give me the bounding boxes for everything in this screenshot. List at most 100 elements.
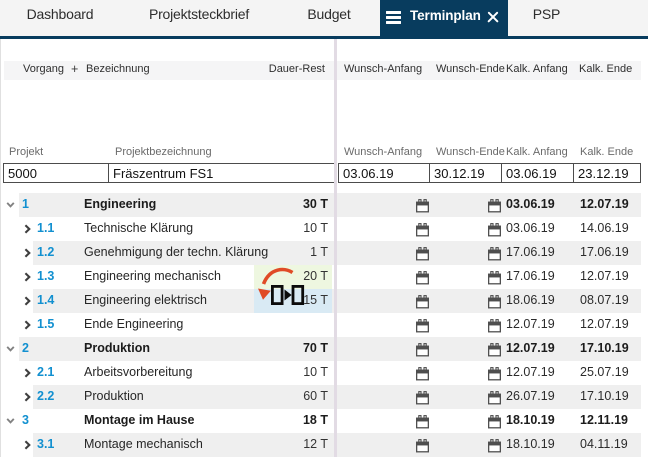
calendar-icon[interactable] [415,390,429,405]
duration-cell[interactable]: 1 T [310,245,328,259]
close-tab-icon[interactable] [487,11,499,23]
calendar-icon[interactable] [487,390,501,405]
calendar-icon[interactable] [415,438,429,453]
column-header-kalk-ende[interactable]: Kalk. Ende [579,63,633,75]
calendar-icon[interactable] [487,198,501,213]
projekt-input[interactable] [3,163,109,183]
duration-cell[interactable]: 70 T [302,341,328,355]
calendar-icon[interactable] [487,222,501,237]
task-row[interactable]: 3 Montage im Hause 18 T 18.10.19 12.11.1… [0,409,648,433]
column-header-wunsch-ende[interactable]: Wunsch-Ende [436,63,505,75]
kalk-anfang-input[interactable] [501,163,574,183]
chevron-right-icon[interactable] [24,433,36,457]
calendar-icon[interactable] [487,246,501,261]
calendar-icon[interactable] [487,270,501,285]
duration-cell[interactable]: 10 T [303,221,328,235]
duration-cell[interactable] [254,313,332,337]
duration-cell[interactable]: 18 T [302,413,328,427]
chevron-down-icon[interactable] [6,409,18,433]
kalk-anfang-date: 17.06.19 [506,269,555,283]
calendar-icon[interactable] [415,270,429,285]
calendar-icon[interactable] [415,414,429,429]
chevron-right-icon[interactable] [24,313,36,337]
calendar-icon[interactable] [487,318,501,333]
task-row[interactable]: 2 Produktion 70 T 12.07.19 17.10.19 [0,337,648,361]
row-stripe [33,433,641,457]
task-name: Engineering [84,197,157,211]
kalk-ende-input[interactable] [573,163,641,183]
pane-splitter[interactable] [334,39,337,457]
chevron-down-icon[interactable] [6,337,18,361]
filter-label-kalk-ende: Kalk. Ende [580,146,634,158]
chevron-right-icon[interactable] [24,241,36,265]
task-name: Technische Klärung [84,221,194,235]
kalk-anfang-date: 17.06.19 [506,245,555,259]
task-row[interactable]: 1.2 Genehmigung der techn. Klärung 1 T 1… [0,241,648,265]
tab-projektsteckbrief[interactable]: Projektsteckbrief [148,6,250,22]
task-row[interactable]: 1.4 Engineering elektrisch 15 T 18.06.19… [0,289,648,313]
column-header-bezeichnung[interactable]: Bezeichnung [86,63,150,75]
kalk-ende-date: 12.11.19 [580,413,628,427]
task-row[interactable]: 1.3 Engineering mechanisch 20 T 17.06.19… [0,265,648,289]
task-name: Produktion [84,389,144,403]
task-number: 1 [22,197,29,211]
column-header-vorgang[interactable]: Vorgang [23,63,64,75]
calendar-icon[interactable] [415,318,429,333]
window-left-border [0,39,1,457]
kalk-ende-date: 08.07.19 [580,293,629,307]
kalk-ende-date: 12.07.19 [580,317,629,331]
kalk-ende-date: 17.06.19 [580,245,629,259]
task-row[interactable]: 1.1 Technische Klärung 10 T 03.06.19 14.… [0,217,648,241]
task-row[interactable]: 2.2 Produktion 60 T 26.07.19 17.10.19 [0,385,648,409]
duration-cell[interactable]: 30 T [302,197,328,211]
column-header-kalk-anfang[interactable]: Kalk. Anfang [506,63,568,75]
chevron-down-icon[interactable] [6,193,18,217]
duration-cell[interactable]: 10 T [303,365,328,379]
chevron-right-icon[interactable] [24,217,36,241]
projektbezeichnung-input[interactable] [108,163,335,183]
duration-cell[interactable]: 20 T [254,265,332,289]
task-row[interactable]: 1.5 Ende Engineering 12.07.19 12.07.19 [0,313,648,337]
filter-label-projektbezeichnung: Projektbezeichnung [115,146,212,158]
column-header-wunsch-anfang[interactable]: Wunsch-Anfang [344,63,423,75]
task-row[interactable]: 1 Engineering 30 T 03.06.19 12.07.19 [0,193,648,217]
calendar-icon[interactable] [487,294,501,309]
tab-terminplan-active[interactable]: Terminplan [380,0,508,39]
task-row[interactable]: 3.1 Montage mechanisch 12 T 18.10.19 04.… [0,433,648,457]
calendar-icon[interactable] [415,294,429,309]
column-header-dauer-rest[interactable]: Dauer-Rest [268,63,325,75]
wunsch-ende-input[interactable] [429,163,502,183]
task-name: Arbeitsvorbereitung [84,365,193,379]
calendar-icon[interactable] [415,222,429,237]
tab-dashboard[interactable]: Dashboard [26,6,94,22]
chevron-right-icon[interactable] [24,289,36,313]
calendar-icon[interactable] [415,198,429,213]
chevron-right-icon[interactable] [24,265,36,289]
calendar-icon[interactable] [487,342,501,357]
task-row[interactable]: 2.1 Arbeitsvorbereitung 10 T 12.07.19 25… [0,361,648,385]
add-column-button[interactable]: + [71,62,79,76]
chevron-right-icon[interactable] [24,361,36,385]
duration-cell[interactable]: 12 T [303,437,328,451]
calendar-icon[interactable] [415,342,429,357]
chevron-right-icon[interactable] [24,385,36,409]
tab-psp[interactable]: PSP [532,6,561,22]
calendar-icon[interactable] [415,366,429,381]
calendar-icon[interactable] [415,246,429,261]
calendar-icon[interactable] [487,366,501,381]
wunsch-anfang-input[interactable] [338,163,430,183]
duration-cell[interactable]: 60 T [303,389,328,403]
kalk-ende-date: 17.10.19 [580,389,629,403]
kalk-ende-date: 14.06.19 [580,221,629,235]
hamburger-menu-icon[interactable] [386,11,401,24]
kalk-ende-date: 12.07.19 [580,197,629,211]
calendar-icon[interactable] [487,438,501,453]
kalk-anfang-date: 03.06.19 [506,221,555,235]
duration-cell[interactable]: 15 T [254,289,332,313]
task-number: 3 [22,413,29,427]
task-name: Engineering elektrisch [84,293,207,307]
calendar-icon[interactable] [487,414,501,429]
kalk-anfang-date: 12.07.19 [506,365,555,379]
task-number: 1.5 [37,317,55,331]
tab-budget[interactable]: Budget [307,6,351,22]
